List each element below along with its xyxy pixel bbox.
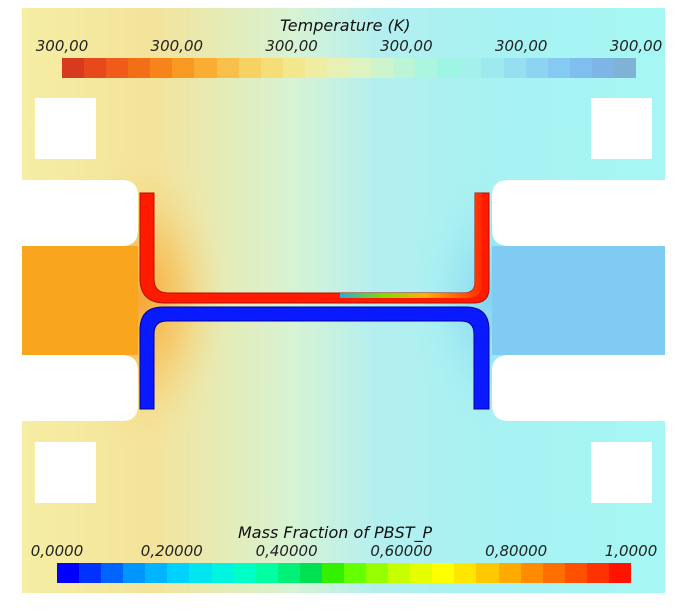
colorbar-swatch xyxy=(321,563,345,583)
colorbar-swatch xyxy=(371,58,394,78)
cutout-bottom-left xyxy=(35,442,96,503)
colorbar-swatch xyxy=(503,58,526,78)
colorbar-swatch xyxy=(145,563,168,583)
colorbar-swatch xyxy=(569,58,592,78)
colorbar-swatch xyxy=(415,58,438,78)
colorbar-swatch xyxy=(608,563,632,583)
colorbar-swatch xyxy=(344,563,367,583)
colorbar-swatch xyxy=(366,563,389,583)
cutout-top-right xyxy=(591,98,652,159)
colorbar-swatch xyxy=(481,58,504,78)
legend-tick-label: 0,80000 xyxy=(485,542,548,560)
legend-tick-label: 0,40000 xyxy=(255,542,318,560)
colorbar-swatch xyxy=(150,58,173,78)
right-lower-channel xyxy=(492,355,665,421)
colorbar-swatch xyxy=(167,563,190,583)
colorbar-swatch xyxy=(84,58,107,78)
cutout-bottom-right xyxy=(591,442,652,503)
colorbar-swatch xyxy=(260,58,283,78)
colorbar-swatch xyxy=(326,58,350,78)
colorbar-swatch xyxy=(432,563,455,583)
colorbar-swatch xyxy=(216,58,239,78)
cold-stream-tube xyxy=(139,306,490,410)
cutout-top-left xyxy=(35,98,96,159)
legend-tick-label: 300,00 xyxy=(150,37,204,55)
colorbar-swatch xyxy=(498,563,521,583)
colorbar-swatch xyxy=(79,563,102,583)
legend-tick-label: 1,0000 xyxy=(604,542,658,560)
colorbar-swatch xyxy=(591,58,614,78)
colorbar-swatch xyxy=(238,58,261,78)
left-lower-channel xyxy=(22,355,138,421)
legend-tick-label: 300,00 xyxy=(494,37,548,55)
colorbar-swatch xyxy=(123,563,146,583)
colorbar-swatch xyxy=(459,58,482,78)
left-upper-channel xyxy=(22,180,138,246)
colorbar-swatch xyxy=(194,58,217,78)
colorbar-swatch xyxy=(437,58,460,78)
colorbar-swatch xyxy=(393,58,416,78)
colorbar-swatch xyxy=(128,58,151,78)
colorbar-swatch xyxy=(57,563,80,583)
colorbar-swatch xyxy=(62,58,85,78)
colorbar-swatch xyxy=(542,563,565,583)
hot-outlet xyxy=(22,246,138,355)
colorbar-swatch xyxy=(233,563,256,583)
colorbar-swatch xyxy=(613,58,637,78)
colorbar-swatch xyxy=(520,563,543,583)
colorbar-swatch xyxy=(304,58,327,78)
colorbar-swatch xyxy=(454,563,477,583)
colorbar-swatch xyxy=(106,58,129,78)
colorbar-swatch xyxy=(525,58,548,78)
right-upper-channel xyxy=(492,180,665,246)
temperature-legend-title: Temperature (K) xyxy=(280,16,411,35)
legend-tick-label: 300,00 xyxy=(609,37,663,55)
mass-fraction-colorbar xyxy=(57,563,632,583)
legend-tick-label: 0,60000 xyxy=(370,542,433,560)
colorbar-swatch xyxy=(299,563,322,583)
colorbar-swatch xyxy=(211,563,234,583)
colorbar-swatch xyxy=(564,563,587,583)
temperature-colorbar xyxy=(62,58,637,78)
colorbar-swatch xyxy=(586,563,609,583)
colorbar-swatch xyxy=(547,58,570,78)
legend-tick-label: 0,0000 xyxy=(30,542,84,560)
colorbar-swatch xyxy=(189,563,212,583)
colorbar-swatch xyxy=(476,563,499,583)
colorbar-swatch xyxy=(172,58,195,78)
legend-tick-label: 300,00 xyxy=(380,37,433,55)
colorbar-swatch xyxy=(255,563,278,583)
colorbar-swatch xyxy=(282,58,305,78)
legend-tick-label: 0,20000 xyxy=(140,542,203,560)
legend-tick-label: 300,00 xyxy=(265,37,318,55)
colorbar-swatch xyxy=(388,563,411,583)
legend-tick-label: 300,00 xyxy=(35,37,89,55)
colorbar-swatch xyxy=(410,563,433,583)
cold-outlet xyxy=(492,246,665,355)
colorbar-swatch xyxy=(101,563,124,583)
colorbar-swatch xyxy=(349,58,372,78)
mass-fraction-legend-title: Mass Fraction of PBST_P xyxy=(238,523,433,542)
colorbar-swatch xyxy=(277,563,300,583)
